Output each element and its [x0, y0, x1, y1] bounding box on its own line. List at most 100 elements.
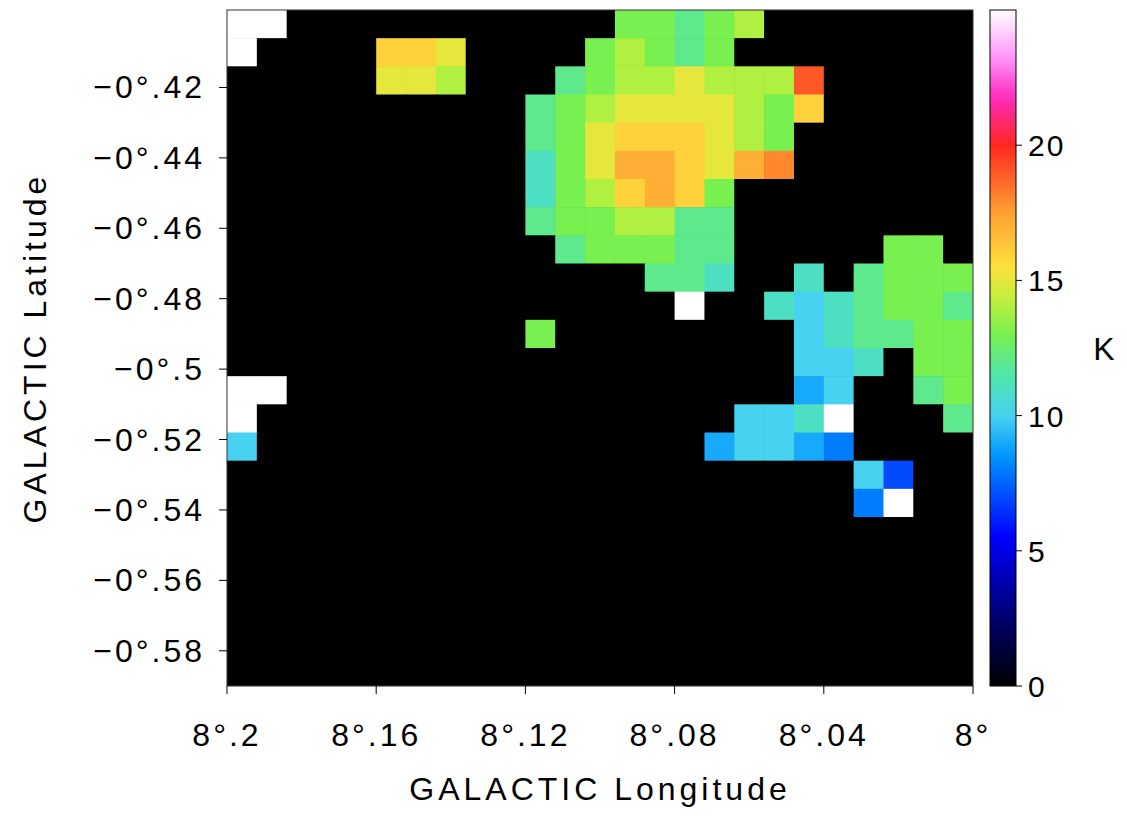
- heat-cell: [943, 658, 973, 686]
- heat-cell: [585, 433, 615, 462]
- heat-cell: [525, 235, 555, 264]
- heat-cell: [645, 292, 675, 321]
- heat-cell: [496, 348, 526, 377]
- x-tick: [674, 686, 675, 694]
- heat-cell: [704, 376, 734, 405]
- heat-cell: [346, 630, 376, 659]
- heat-cell: [466, 602, 496, 631]
- heat-cell: [346, 10, 376, 39]
- heat-cell: [615, 151, 645, 180]
- heat-cell: [764, 95, 794, 124]
- heat-cell: [913, 433, 943, 462]
- heat-cell: [376, 38, 406, 67]
- heat-cell: [943, 602, 973, 631]
- heat-cell: [496, 66, 526, 95]
- heat-cell: [436, 348, 466, 377]
- heat-cell: [615, 207, 645, 236]
- heat-cell: [854, 123, 884, 152]
- heat-cell: [794, 320, 824, 349]
- heat-cell: [883, 95, 913, 124]
- heat-cell: [466, 292, 496, 321]
- heat-cell: [376, 292, 406, 321]
- y-tick-label: −0°.56: [93, 562, 205, 598]
- heat-cell: [824, 264, 854, 293]
- heat-cell: [794, 348, 824, 377]
- heat-cell: [525, 461, 555, 490]
- y-tick-label: −0°.42: [93, 69, 205, 105]
- heat-cell: [883, 545, 913, 574]
- heat-cell: [854, 207, 884, 236]
- heat-cell: [406, 207, 436, 236]
- heat-cell: [704, 179, 734, 208]
- heat-cell: [436, 545, 466, 574]
- heat-cell: [317, 123, 347, 152]
- heat-cell: [764, 630, 794, 659]
- heat-cell: [794, 658, 824, 686]
- heat-cell: [555, 320, 585, 349]
- heat-cell: [406, 489, 436, 518]
- heat-cell: [466, 489, 496, 518]
- heat-cell: [854, 489, 884, 518]
- heat-cell: [913, 264, 943, 293]
- heat-cell: [466, 95, 496, 124]
- heat-cell: [675, 461, 705, 490]
- heat-cell: [585, 658, 615, 686]
- heat-cell: [466, 348, 496, 377]
- heat-cell: [645, 348, 675, 377]
- heat-cell: [913, 292, 943, 321]
- heat-cell: [734, 489, 764, 518]
- heat-cell: [943, 207, 973, 236]
- heat-cell: [406, 320, 436, 349]
- y-tick: [219, 157, 227, 158]
- heat-cell: [675, 630, 705, 659]
- heat-cell: [943, 545, 973, 574]
- heat-cell: [466, 630, 496, 659]
- heat-cell: [257, 66, 287, 95]
- heat-cell: [496, 658, 526, 686]
- heat-cell: [764, 292, 794, 321]
- heat-cell: [824, 179, 854, 208]
- heat-cell: [317, 66, 347, 95]
- heat-cell: [913, 545, 943, 574]
- heat-cell: [913, 489, 943, 518]
- heat-cell: [346, 348, 376, 377]
- heat-cell: [406, 348, 436, 377]
- heat-cell: [227, 207, 257, 236]
- heat-cell: [496, 179, 526, 208]
- heat-cell: [346, 264, 376, 293]
- heat-cell: [496, 545, 526, 574]
- heat-cell: [913, 376, 943, 405]
- heat-cell: [764, 433, 794, 462]
- y-tick-label: −0°.58: [93, 633, 205, 669]
- heat-cell: [734, 207, 764, 236]
- heat-cell: [346, 207, 376, 236]
- heat-cell: [436, 461, 466, 490]
- heat-cell: [824, 489, 854, 518]
- colorbar-tick-label: 10: [1028, 400, 1065, 433]
- heat-cell: [257, 461, 287, 490]
- heat-cell: [555, 545, 585, 574]
- heat-cell: [346, 292, 376, 321]
- heat-cell: [287, 658, 317, 686]
- heat-cell: [287, 292, 317, 321]
- heat-cell: [734, 10, 764, 39]
- heat-cell: [943, 517, 973, 546]
- heat-cell: [854, 66, 884, 95]
- heat-cell: [734, 517, 764, 546]
- heat-cell: [615, 179, 645, 208]
- heat-cell: [704, 292, 734, 321]
- heat-cell: [525, 630, 555, 659]
- heat-cell: [734, 179, 764, 208]
- heat-cell: [585, 207, 615, 236]
- heat-cell: [675, 320, 705, 349]
- heat-cell: [317, 207, 347, 236]
- heat-cell: [645, 320, 675, 349]
- heat-cell: [675, 376, 705, 405]
- heat-cell: [436, 123, 466, 152]
- heat-cell: [794, 404, 824, 433]
- heat-cell: [406, 95, 436, 124]
- heat-cell: [734, 658, 764, 686]
- heat-cell: [824, 95, 854, 124]
- heat-cell: [675, 235, 705, 264]
- heat-cell: [913, 602, 943, 631]
